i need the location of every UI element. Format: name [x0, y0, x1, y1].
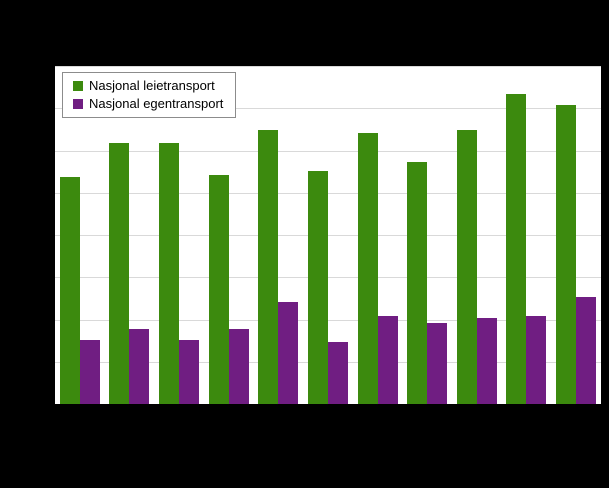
- bar: [179, 339, 200, 405]
- bar: [79, 339, 100, 405]
- legend-label: Nasjonal egentransport: [89, 96, 224, 111]
- gridline: [55, 319, 601, 321]
- gridline: [55, 150, 601, 152]
- bar-group: [159, 67, 200, 405]
- bar: [506, 94, 527, 405]
- bar-group: [109, 67, 150, 405]
- legend: Nasjonal leietransport Nasjonal egentrans…: [62, 72, 237, 118]
- bar: [357, 132, 378, 405]
- bar-group: [208, 67, 249, 405]
- bar: [258, 130, 279, 405]
- bar-group: [307, 67, 348, 405]
- bar: [278, 301, 299, 405]
- legend-label: Nasjonal leietransport: [89, 78, 215, 93]
- gridline: [55, 108, 601, 110]
- bar: [159, 143, 180, 405]
- bar-group: [357, 67, 398, 405]
- gridline: [55, 66, 601, 67]
- bar-series-container: [55, 67, 601, 405]
- bar: [307, 170, 328, 405]
- bar: [576, 297, 597, 405]
- bar: [427, 322, 448, 405]
- bar-group: [556, 67, 597, 405]
- bar: [208, 174, 229, 405]
- gridline: [55, 277, 601, 279]
- legend-item: Nasjonal leietransport: [73, 78, 223, 93]
- legend-swatch-icon: [73, 98, 83, 109]
- bar-group: [506, 67, 547, 405]
- bar-group: [59, 67, 100, 405]
- gridline: [55, 192, 601, 194]
- bar: [476, 318, 497, 405]
- gridline: [55, 235, 601, 236]
- bar: [526, 316, 547, 405]
- bar: [407, 162, 428, 405]
- bar-group: [456, 67, 497, 405]
- legend-swatch-icon: [73, 80, 83, 91]
- bar-group: [407, 67, 448, 405]
- x-axis-line: [55, 404, 601, 405]
- bar: [59, 176, 80, 405]
- bar: [377, 316, 398, 405]
- bar: [109, 143, 130, 405]
- bar: [327, 341, 348, 405]
- bar: [556, 105, 577, 405]
- bar: [228, 328, 249, 405]
- plot-area: Nasjonal leietransport Nasjonal egentrans…: [55, 66, 601, 405]
- bar-group: [258, 67, 299, 405]
- legend-item: Nasjonal egentransport: [73, 96, 223, 111]
- bar: [129, 328, 150, 405]
- bar: [456, 130, 477, 405]
